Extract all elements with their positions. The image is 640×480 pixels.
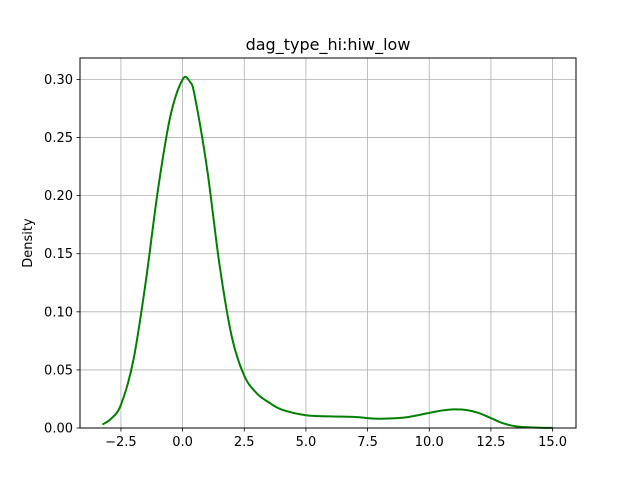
y-axis-label: Density bbox=[21, 218, 36, 268]
x-tick-label: 10.0 bbox=[415, 435, 444, 450]
y-tick-label: 0.15 bbox=[44, 247, 73, 262]
y-tick-label: 0.10 bbox=[44, 305, 73, 320]
x-tick-label: 12.5 bbox=[476, 435, 505, 450]
y-tick-label: 0.30 bbox=[44, 73, 73, 88]
x-tick-label: 15.0 bbox=[538, 435, 567, 450]
y-tick-label: 0.20 bbox=[44, 189, 73, 204]
density-curve bbox=[101, 75, 553, 429]
y-tick-label: 0.25 bbox=[44, 131, 73, 146]
series-layer bbox=[101, 75, 553, 429]
x-axis: −2.5 0.0 2.5 5.0 7.5 10.0 12.5 15.0 bbox=[105, 428, 567, 450]
x-tick-label: 5.0 bbox=[296, 435, 317, 450]
y-tick-label: 0.00 bbox=[44, 422, 73, 437]
grid bbox=[80, 58, 576, 429]
y-tick-label: 0.05 bbox=[44, 363, 73, 378]
plot-frame bbox=[79, 57, 577, 429]
x-tick-label: 2.5 bbox=[234, 435, 255, 450]
x-tick-label: 7.5 bbox=[357, 435, 378, 450]
x-tick-label: 0.0 bbox=[172, 435, 193, 450]
x-tick-label: −2.5 bbox=[105, 435, 137, 450]
chart-title: dag_type_hi:hiw_low bbox=[246, 35, 411, 55]
y-axis: 0.00 0.05 0.10 0.15 0.20 0.25 0.30 bbox=[44, 73, 80, 437]
